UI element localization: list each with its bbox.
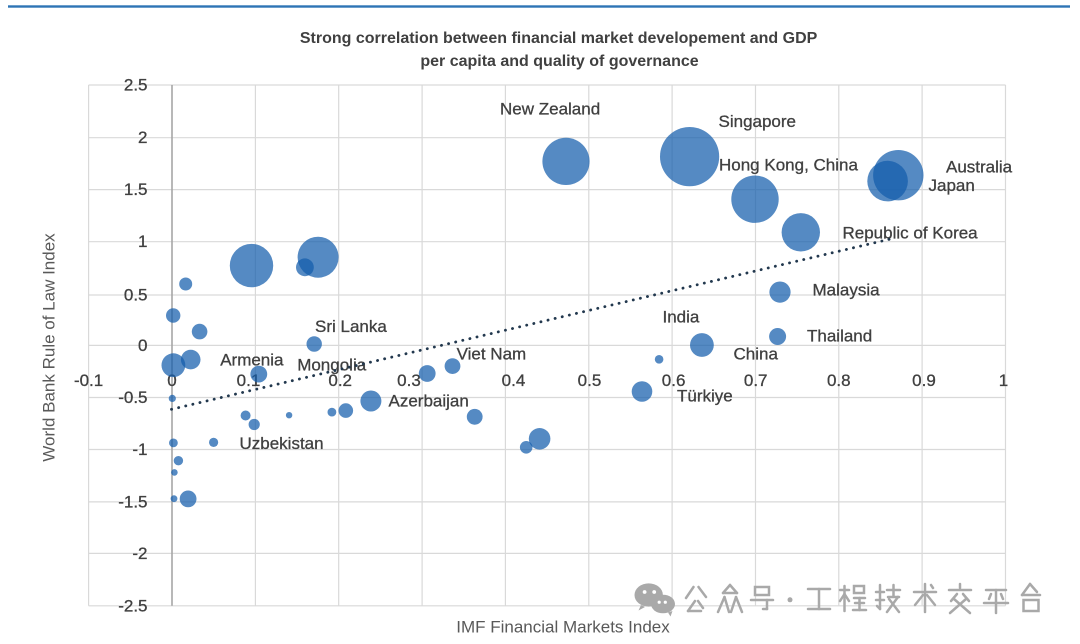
svg-text:Armenia: Armenia <box>220 351 284 370</box>
svg-text:0.8: 0.8 <box>827 371 851 390</box>
svg-text:Azerbaijan: Azerbaijan <box>389 392 469 411</box>
svg-text:0: 0 <box>138 336 147 355</box>
svg-text:Malaysia: Malaysia <box>813 281 881 300</box>
svg-text:0.5: 0.5 <box>124 286 148 305</box>
svg-text:IMF Financial Markets Index: IMF Financial Markets Index <box>456 617 670 636</box>
svg-text:India: India <box>663 307 700 326</box>
svg-text:2.5: 2.5 <box>124 76 148 95</box>
svg-text:-1: -1 <box>132 440 147 459</box>
svg-text:2: 2 <box>138 128 147 147</box>
svg-text:Türkiye: Türkiye <box>677 387 733 406</box>
svg-text:Mongolia: Mongolia <box>297 355 367 374</box>
svg-text:0.9: 0.9 <box>912 371 936 390</box>
svg-text:Australia: Australia <box>946 158 1013 177</box>
svg-text:0.4: 0.4 <box>502 371 526 390</box>
svg-text:-0.1: -0.1 <box>74 371 103 390</box>
svg-text:Republic of Korea: Republic of Korea <box>843 224 979 243</box>
svg-text:1: 1 <box>138 232 147 251</box>
svg-text:Japan: Japan <box>929 176 975 195</box>
svg-text:World Bank Rule of Law Index: World Bank Rule of Law Index <box>40 233 59 462</box>
svg-text:New Zealand: New Zealand <box>500 100 600 119</box>
svg-text:1: 1 <box>999 371 1008 390</box>
svg-text:0.3: 0.3 <box>397 371 421 390</box>
svg-text:-1.5: -1.5 <box>118 492 147 511</box>
svg-text:Strong correlation between fin: Strong correlation between financial mar… <box>300 30 818 47</box>
svg-text:0.7: 0.7 <box>744 371 768 390</box>
svg-text:1.5: 1.5 <box>124 180 148 199</box>
svg-text:Viet Nam: Viet Nam <box>457 345 527 364</box>
svg-text:0.2: 0.2 <box>328 371 352 390</box>
svg-text:Thailand: Thailand <box>807 327 872 346</box>
svg-text:Sri Lanka: Sri Lanka <box>315 317 387 336</box>
svg-text:Uzbekistan: Uzbekistan <box>240 434 324 453</box>
svg-text:China: China <box>734 344 779 363</box>
svg-text:-2: -2 <box>132 544 147 563</box>
svg-text:per capita and quality of gove: per capita and quality of governance <box>420 53 698 70</box>
svg-text:-0.5: -0.5 <box>118 388 147 407</box>
svg-text:0.6: 0.6 <box>662 371 686 390</box>
svg-text:0: 0 <box>167 371 176 390</box>
svg-text:Hong Kong, China: Hong Kong, China <box>719 156 858 175</box>
svg-text:Singapore: Singapore <box>719 112 797 131</box>
svg-text:-2.5: -2.5 <box>118 596 147 615</box>
svg-text:0.5: 0.5 <box>578 371 602 390</box>
